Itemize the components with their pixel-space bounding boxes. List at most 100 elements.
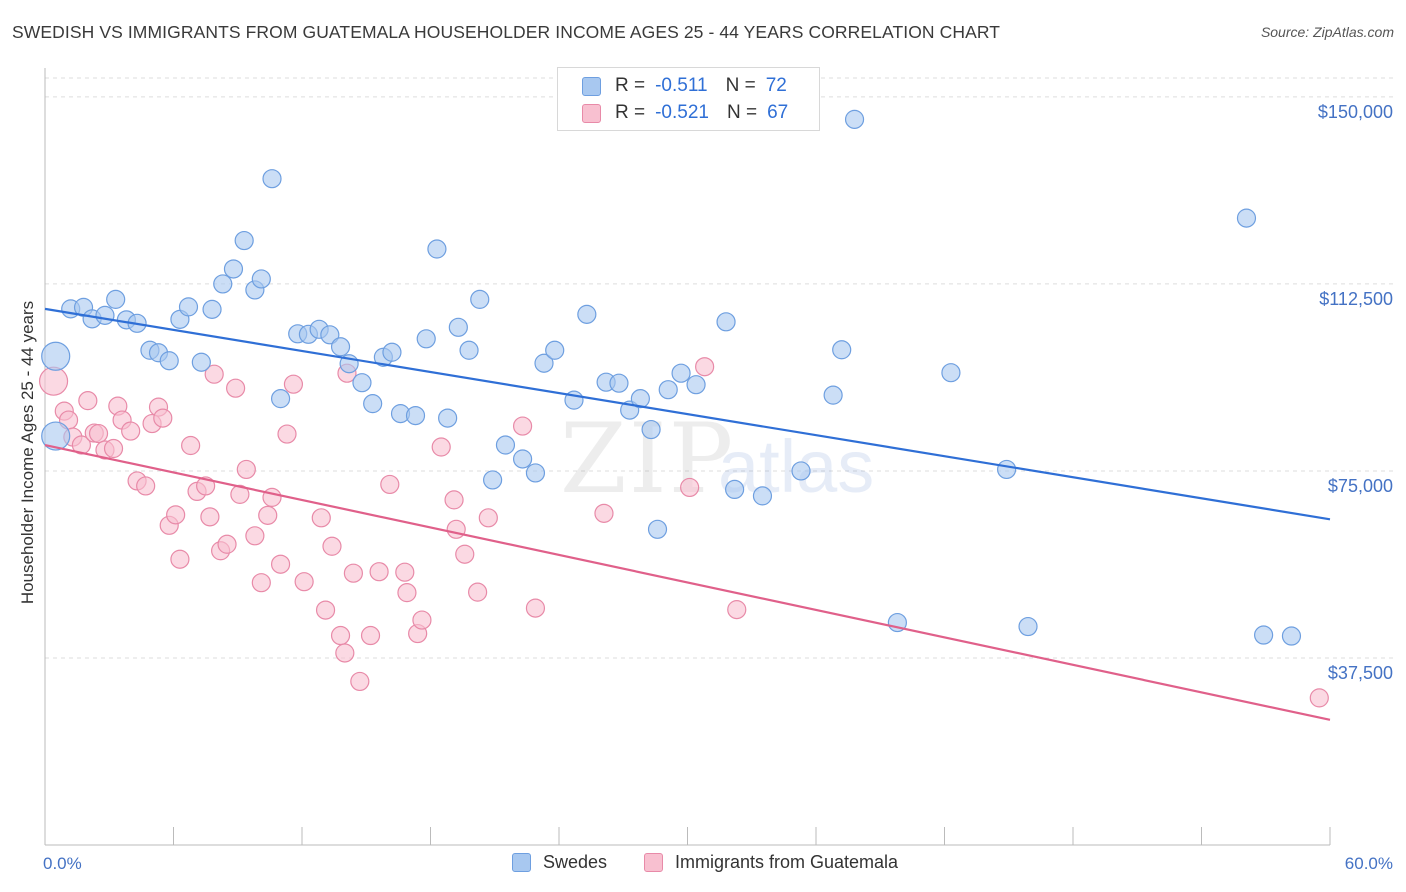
guatemala-point xyxy=(695,357,715,377)
swedes-point xyxy=(459,340,479,360)
swedes-point xyxy=(159,351,179,371)
swedes-point xyxy=(320,325,340,345)
guatemala-point xyxy=(315,600,336,620)
swedes-point xyxy=(525,463,546,483)
guatemala-point xyxy=(350,671,370,692)
swedes-point xyxy=(448,317,468,337)
source-label: Source: ZipAtlas.com xyxy=(1260,24,1394,40)
guatemala-point xyxy=(217,534,237,554)
swedes-trend-line xyxy=(44,307,1331,521)
swedes-point xyxy=(941,363,961,383)
guatemala-point xyxy=(343,563,363,583)
swedes-point xyxy=(671,363,691,383)
guatemala-point xyxy=(322,536,342,556)
bottom-legend-label-swedes: Swedes xyxy=(543,852,608,872)
guatemala-point xyxy=(153,408,173,428)
guatemala-point xyxy=(270,554,291,574)
guatemala-point xyxy=(680,477,700,498)
guatemala-point xyxy=(395,562,415,582)
guatemala-point xyxy=(181,435,201,456)
swedes-point xyxy=(832,340,852,360)
axes xyxy=(44,68,1331,846)
swedes-point xyxy=(725,479,745,500)
pink-series-points xyxy=(38,357,1329,708)
guatemala-point xyxy=(1309,688,1329,708)
legend-n-label: N = xyxy=(725,75,756,96)
swedes-point xyxy=(106,289,126,309)
guatemala-point xyxy=(166,505,186,525)
guatemala-point xyxy=(594,503,614,523)
swedes-point xyxy=(752,486,773,506)
swedes-point xyxy=(844,109,865,129)
legend-n-value-guatemala: 67 xyxy=(767,102,789,123)
guatemala-point xyxy=(369,562,389,582)
guatemala-point xyxy=(478,508,498,528)
bottom-legend-swatch-blue xyxy=(512,853,531,872)
guatemala-point xyxy=(455,544,475,564)
swedes-point xyxy=(630,389,650,409)
swedes-point xyxy=(213,274,233,294)
legend-swatch-pink xyxy=(582,103,601,123)
swedes-point xyxy=(495,435,516,455)
swedes-point xyxy=(470,289,490,309)
guatemala-point xyxy=(71,435,92,455)
swedes-point xyxy=(716,312,736,332)
guatemala-point xyxy=(38,366,69,396)
swedes-point xyxy=(41,341,71,371)
axis-labels: $37,500 $75,000 $112,500 $150,000 0.0% 60.0% H… xyxy=(18,102,1393,873)
guatemala-point xyxy=(78,391,98,411)
y-tick-label: $75,000 xyxy=(1328,476,1393,496)
swedes-point xyxy=(1281,626,1302,646)
guatemala-point xyxy=(277,424,297,444)
swedes-point xyxy=(577,304,597,324)
legend-row-guatemala: R = -0.521 N = 67 xyxy=(582,100,788,126)
swedes-point xyxy=(416,329,436,349)
x-tick-label-min: 0.0% xyxy=(43,854,82,873)
guatemala-point xyxy=(294,572,314,592)
guatemala-point xyxy=(380,474,400,495)
y-tick-label: $150,000 xyxy=(1318,102,1393,122)
guatemala-point xyxy=(311,508,331,528)
guatemala-point xyxy=(103,438,124,459)
guatemala-point xyxy=(446,519,466,539)
swedes-point xyxy=(647,519,668,539)
guatemala-point xyxy=(230,484,250,504)
swedes-point xyxy=(330,337,351,357)
gridlines xyxy=(45,77,1395,659)
swedes-point xyxy=(483,470,503,490)
guatemala-point xyxy=(236,459,256,480)
x-tick-label-max: 60.0% xyxy=(1345,854,1393,873)
swedes-point xyxy=(352,373,372,393)
swedes-point xyxy=(545,340,565,360)
guatemala-point xyxy=(226,378,246,398)
watermark-zip: ZIP xyxy=(560,403,735,515)
swedes-point xyxy=(95,305,115,325)
swedes-point xyxy=(41,421,71,451)
swedes-point xyxy=(427,239,447,259)
swedes-point xyxy=(191,352,211,372)
swedes-point xyxy=(686,375,706,395)
bottom-legend-swatch-pink xyxy=(644,853,663,872)
swedes-point xyxy=(270,389,291,409)
swedes-point xyxy=(382,342,402,362)
swedes-point xyxy=(658,380,678,400)
guatemala-point xyxy=(360,625,381,646)
swedes-point xyxy=(534,353,554,373)
legend-n-label: N = xyxy=(726,102,758,123)
chart-title: SWEDISH VS IMMIGRANTS FROM GUATEMALA HOU… xyxy=(12,22,1001,42)
guatemala-point xyxy=(468,582,488,602)
guatemala-point xyxy=(512,416,533,436)
guatemala-point xyxy=(283,374,304,394)
legend-row-swedes: R = -0.511 N = 72 xyxy=(582,73,787,99)
guatemala-point xyxy=(444,490,464,510)
swedes-point xyxy=(512,449,533,469)
swedes-point xyxy=(791,461,811,481)
swedes-point xyxy=(1254,625,1274,645)
guatemala-point xyxy=(412,610,432,630)
swedes-point xyxy=(363,394,383,414)
trend-lines xyxy=(44,307,1331,721)
guatemala-point xyxy=(431,437,451,457)
swedes-point xyxy=(997,459,1017,480)
guatemala-point xyxy=(258,505,278,525)
